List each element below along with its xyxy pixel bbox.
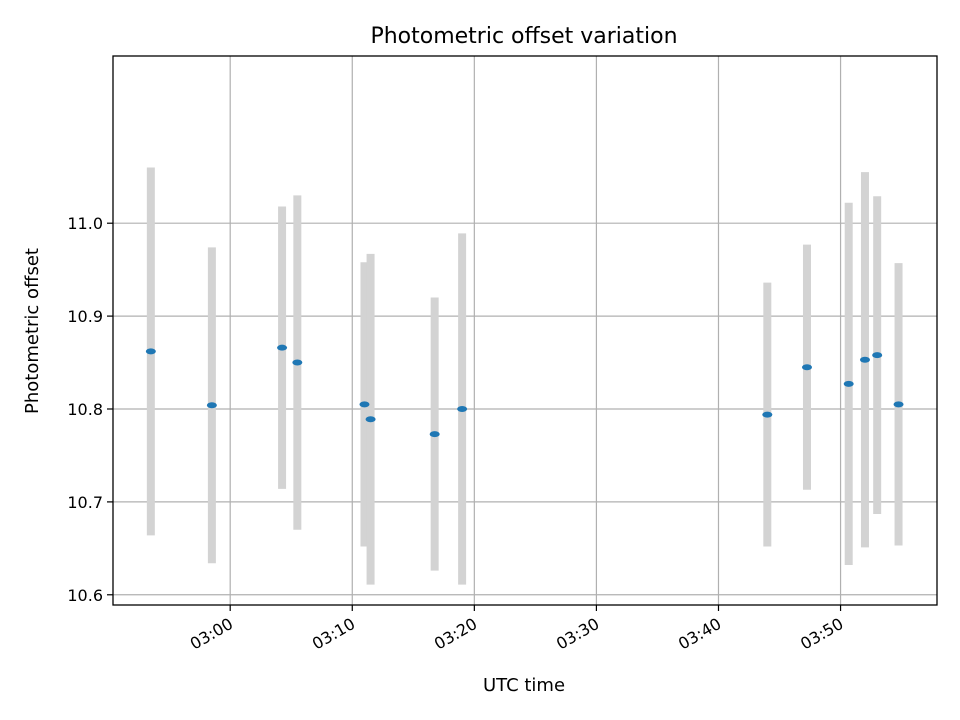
data-point — [359, 401, 370, 408]
error-bars — [146, 167, 903, 585]
data-point — [801, 364, 812, 371]
data-point — [206, 402, 217, 409]
y-tick-label: 10.6 — [67, 586, 103, 605]
chart-title: Photometric offset variation — [370, 24, 677, 49]
x-tick-label: 03:40 — [675, 614, 724, 654]
y-tick-label: 10.7 — [67, 493, 103, 512]
data-point — [893, 401, 904, 408]
x-tick-label: 03:20 — [431, 614, 480, 654]
data-point — [145, 348, 156, 355]
x-tick-label: 03:30 — [553, 614, 602, 654]
data-points — [145, 344, 904, 438]
y-tick-label: 10.9 — [67, 307, 103, 326]
x-tick-label: 03:00 — [187, 614, 236, 654]
plot-frame — [112, 55, 938, 606]
data-point — [292, 359, 303, 366]
x-tick-label: 03:10 — [309, 614, 358, 654]
data-point — [429, 431, 440, 438]
ticks: 03:00 03:10 03:20 03:30 03:40 03:50 10.6 10.7 10… — [67, 214, 846, 653]
x-axis-label: UTC time — [483, 675, 565, 696]
x-tick-label: 03:50 — [797, 614, 846, 654]
y-tick-label: 11.0 — [67, 214, 103, 233]
y-tick-label: 10.8 — [67, 400, 103, 419]
data-point — [843, 380, 854, 387]
data-point — [762, 411, 773, 418]
data-point — [859, 356, 870, 363]
data-point — [457, 405, 468, 412]
grid — [113, 56, 937, 605]
data-point — [365, 416, 376, 423]
data-point — [872, 352, 883, 359]
data-point — [277, 344, 288, 351]
y-axis-label: Photometric offset — [22, 248, 43, 414]
